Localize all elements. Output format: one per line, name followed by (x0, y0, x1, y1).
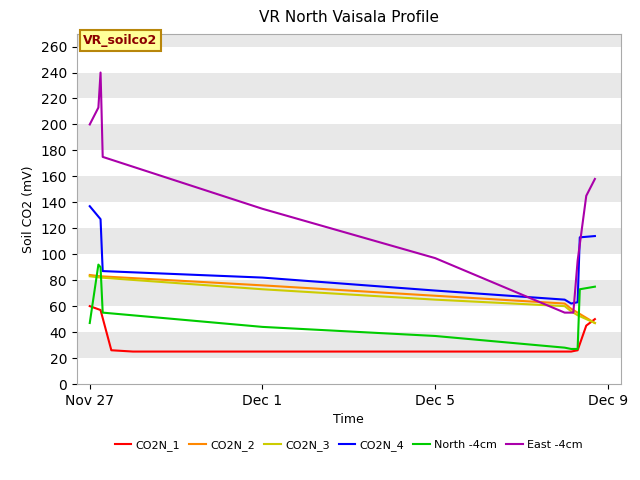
CO2N_2 (591, 320, 599, 326)
Bar (77, 98, 621, 124)
CO2N_1 (172, 348, 180, 354)
CO2N_2 (567, 306, 575, 312)
CO2N_1 (518, 348, 525, 354)
Bar (77, 150, 621, 176)
Line: CO2N_1: CO2N_1 (90, 306, 595, 351)
CO2N_1 (561, 348, 568, 354)
CO2N_2 (574, 310, 582, 315)
Legend: CO2N_1, CO2N_2, CO2N_3, CO2N_4, North -4cm, East -4cm: CO2N_1, CO2N_2, CO2N_3, CO2N_4, North -4… (110, 436, 588, 456)
Bar (77, 306, 621, 332)
East -4cm (561, 310, 568, 315)
CO2N_4 (86, 204, 93, 209)
CO2N_1 (302, 348, 310, 354)
CO2N_1 (108, 348, 115, 353)
X-axis label: Time: Time (333, 413, 364, 426)
East -4cm (431, 255, 439, 261)
Line: CO2N_2: CO2N_2 (90, 275, 595, 323)
CO2N_4 (591, 233, 599, 239)
CO2N_4 (574, 300, 582, 305)
CO2N_1 (431, 348, 439, 354)
CO2N_3 (431, 297, 439, 302)
CO2N_3 (567, 309, 575, 314)
North -4cm (95, 262, 102, 267)
Line: East -4cm: East -4cm (90, 72, 595, 312)
East -4cm (591, 176, 599, 182)
East -4cm (582, 193, 590, 199)
North -4cm (567, 346, 575, 352)
North -4cm (97, 264, 104, 270)
CO2N_4 (259, 275, 266, 280)
CO2N_4 (431, 288, 439, 293)
CO2N_1 (574, 348, 582, 353)
East -4cm (97, 70, 104, 75)
CO2N_3 (591, 320, 599, 326)
CO2N_1 (129, 348, 137, 354)
CO2N_2 (97, 274, 104, 279)
CO2N_4 (99, 268, 106, 274)
East -4cm (97, 102, 105, 108)
Title: VR North Vaisala Profile: VR North Vaisala Profile (259, 11, 439, 25)
CO2N_4 (97, 216, 104, 222)
CO2N_1 (567, 348, 575, 354)
East -4cm (570, 310, 577, 315)
Text: VR_soilco2: VR_soilco2 (83, 34, 157, 47)
CO2N_1 (259, 348, 266, 354)
Y-axis label: Soil CO2 (mV): Soil CO2 (mV) (22, 165, 35, 252)
CO2N_4 (567, 300, 575, 306)
North -4cm (86, 320, 93, 326)
CO2N_2 (561, 300, 568, 306)
CO2N_4 (576, 234, 584, 240)
East -4cm (259, 206, 266, 212)
East -4cm (574, 258, 582, 264)
CO2N_1 (474, 348, 482, 354)
North -4cm (591, 284, 599, 289)
CO2N_3 (574, 312, 582, 318)
Bar (77, 202, 621, 228)
Line: CO2N_3: CO2N_3 (90, 276, 595, 323)
Line: North -4cm: North -4cm (90, 264, 595, 349)
East -4cm (99, 154, 106, 160)
North -4cm (576, 287, 584, 292)
CO2N_2 (86, 272, 93, 278)
East -4cm (95, 105, 102, 110)
CO2N_3 (86, 274, 93, 279)
CO2N_1 (345, 348, 353, 354)
North -4cm (574, 346, 582, 352)
CO2N_1 (86, 303, 93, 309)
North -4cm (99, 310, 106, 315)
CO2N_1 (97, 307, 104, 313)
East -4cm (86, 121, 93, 127)
Bar (77, 358, 621, 384)
North -4cm (431, 333, 439, 339)
CO2N_1 (388, 348, 396, 354)
CO2N_2 (259, 283, 266, 288)
CO2N_3 (259, 287, 266, 292)
CO2N_1 (591, 316, 599, 322)
Line: CO2N_4: CO2N_4 (90, 206, 595, 303)
North -4cm (561, 345, 568, 350)
CO2N_3 (97, 275, 104, 280)
North -4cm (259, 324, 266, 330)
Bar (77, 254, 621, 280)
CO2N_3 (561, 303, 568, 309)
CO2N_2 (431, 293, 439, 299)
CO2N_1 (216, 348, 223, 354)
Bar (77, 47, 621, 72)
CO2N_1 (582, 323, 590, 328)
CO2N_4 (561, 297, 568, 302)
